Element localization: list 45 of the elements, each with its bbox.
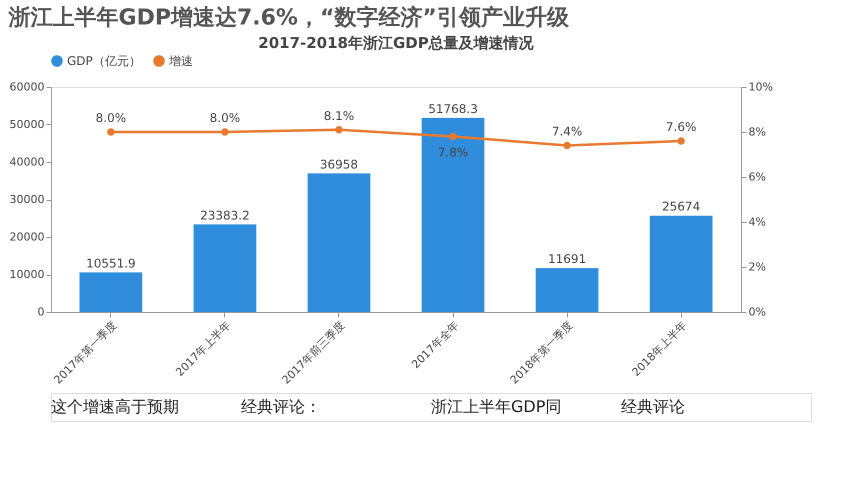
y-tick-label: 20000 <box>10 230 44 244</box>
point <box>563 142 571 150</box>
bar <box>422 118 484 312</box>
data-label: 7.8% <box>438 146 468 160</box>
y-tick-label: 0 <box>38 306 44 318</box>
text: 浙江上半年GDP同 <box>431 397 562 416</box>
data-label: 25674 <box>662 200 700 214</box>
point <box>335 126 343 134</box>
text: 经典评论： <box>241 397 321 416</box>
data-label: 8.0% <box>210 111 240 125</box>
legend-label: 增速 <box>168 54 193 68</box>
point <box>449 132 457 140</box>
legend-label: GDP（亿元） <box>67 54 141 68</box>
y2-tick-label: 0% <box>748 306 766 318</box>
y2-tick-label: 10% <box>748 80 773 94</box>
y-tick-label: 40000 <box>10 156 44 168</box>
chart-title: 浙江上半年GDP增速达7.6%，“数字经济”引领产业升级 <box>8 4 570 30</box>
data-label: 10551.9 <box>86 256 136 270</box>
point <box>221 128 229 136</box>
bar <box>308 173 370 312</box>
data-label: 7.4% <box>552 124 582 138</box>
data-label: 36958 <box>320 157 358 172</box>
y-tick-label: 30000 <box>10 193 44 206</box>
point <box>677 137 685 145</box>
text: 经典评论 <box>621 397 685 416</box>
y2-tick-label: 4% <box>748 216 766 228</box>
point <box>107 128 115 136</box>
y2-tick-label: 8% <box>748 126 766 138</box>
bar <box>194 224 256 312</box>
y-tick-label: 10000 <box>10 268 44 281</box>
bar <box>80 272 142 312</box>
data-label: 8.0% <box>96 111 126 125</box>
data-label: 8.1% <box>324 108 354 123</box>
bar <box>650 216 712 312</box>
data-label: 7.6% <box>666 120 696 134</box>
data-label: 23383.2 <box>200 208 250 222</box>
text: 这个增速高于预期 <box>51 397 179 416</box>
data-label: 51768.3 <box>428 102 478 116</box>
chart-subtitle: 2017-2018年浙江GDP总量及增速情况 <box>258 34 535 52</box>
data-label: 11691 <box>548 252 586 266</box>
bar <box>536 268 598 312</box>
y2-tick-label: 6% <box>748 170 766 184</box>
y-tick-label: 60000 <box>10 80 44 94</box>
y2-tick-label: 2% <box>748 260 766 274</box>
y-tick-label: 50000 <box>10 118 44 131</box>
